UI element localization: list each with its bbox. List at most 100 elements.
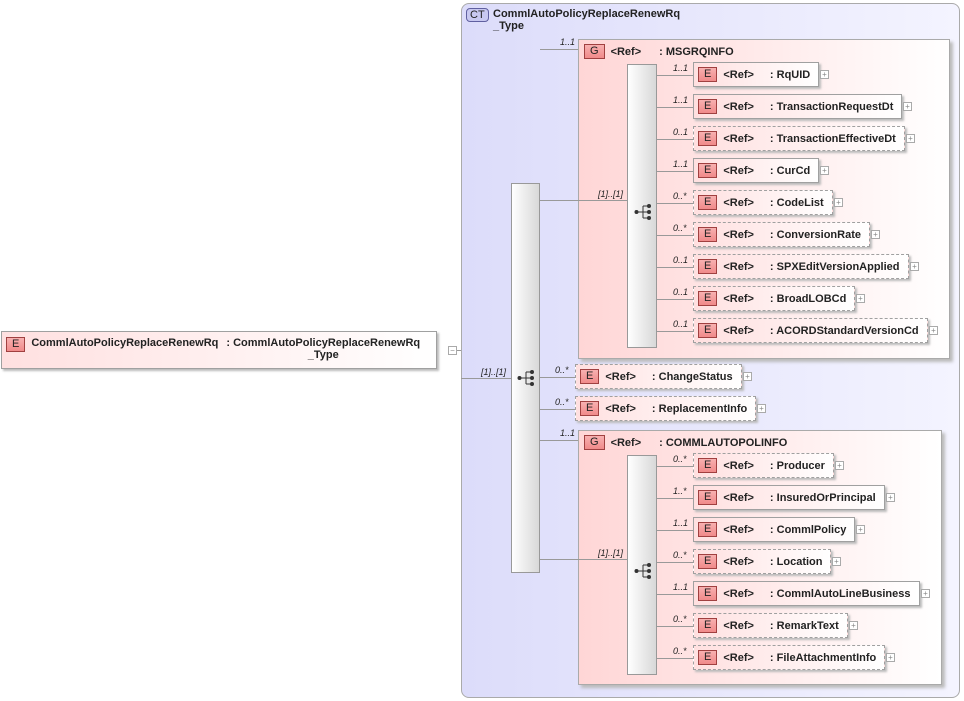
element-badge: E bbox=[698, 259, 718, 274]
expand-toggle[interactable]: + bbox=[871, 230, 880, 239]
ref-label: <Ref> bbox=[723, 555, 754, 568]
expand-toggle[interactable]: + bbox=[886, 493, 895, 502]
expand-toggle[interactable]: + bbox=[929, 326, 938, 335]
element-badge: E bbox=[698, 99, 718, 114]
cardinality: 1..1 bbox=[673, 582, 689, 592]
element-ref[interactable]: E <Ref> : Producer bbox=[693, 453, 834, 478]
cardinality: 0..* bbox=[673, 550, 687, 560]
group-name: : MSGRQINFO bbox=[659, 45, 734, 58]
element-name: : FileAttachmentInfo bbox=[769, 651, 877, 664]
expand-toggle[interactable]: + bbox=[856, 525, 865, 534]
element-name: : ACORDStandardVersionCd bbox=[769, 324, 919, 337]
cardinality: 1..1 bbox=[673, 95, 689, 105]
element-ref[interactable]: E <Ref>: TransactionRequestDt bbox=[693, 94, 903, 119]
root-element-type-cont: _Type bbox=[307, 349, 339, 361]
complex-type-badge: CT bbox=[466, 8, 489, 22]
element-badge: E bbox=[698, 618, 718, 633]
element-ref[interactable]: E <Ref>: ReplacementInfo bbox=[575, 396, 757, 421]
element-badge: E bbox=[698, 131, 718, 146]
ref-label: <Ref> bbox=[723, 196, 754, 209]
element-ref[interactable]: E <Ref>: RqUID bbox=[693, 62, 820, 87]
expand-toggle[interactable]: + bbox=[832, 557, 841, 566]
element-name: : Location bbox=[769, 555, 823, 568]
element-badge: E bbox=[698, 227, 718, 242]
sequence-compositor[interactable] bbox=[627, 455, 657, 675]
element-ref[interactable]: E <Ref> : Location bbox=[693, 549, 832, 574]
ref-label: <Ref> bbox=[605, 402, 636, 415]
element-badge: E bbox=[698, 67, 718, 82]
element-badge: E bbox=[6, 337, 26, 352]
group-cardinality: 1..1 bbox=[560, 37, 576, 47]
expand-toggle[interactable]: + bbox=[906, 134, 915, 143]
element-badge: E bbox=[698, 554, 718, 569]
expand-toggle[interactable]: + bbox=[856, 294, 865, 303]
ref-label: <Ref> bbox=[723, 228, 754, 241]
ref-label: <Ref> bbox=[723, 587, 754, 600]
expand-toggle[interactable]: + bbox=[886, 653, 895, 662]
ref-label: <Ref> bbox=[723, 164, 754, 177]
root-element-name: CommlAutoPolicyReplaceRenewRq bbox=[31, 337, 219, 349]
root-element-type: : CommlAutoPolicyReplaceRenewRq bbox=[226, 337, 421, 349]
root-element[interactable]: E CommlAutoPolicyReplaceRenewRq : CommlA… bbox=[1, 331, 437, 369]
complex-type-name: CommlAutoPolicyReplaceRenewRq _Type bbox=[493, 8, 680, 32]
expand-toggle[interactable]: + bbox=[849, 621, 858, 630]
expand-toggle[interactable]: + bbox=[903, 102, 912, 111]
expand-toggle[interactable]: + bbox=[820, 166, 829, 175]
ref-label: <Ref> bbox=[723, 132, 754, 145]
ref-label: <Ref> bbox=[723, 651, 754, 664]
collapse-toggle[interactable]: − bbox=[448, 346, 457, 355]
element-badge: E bbox=[698, 650, 718, 665]
expand-toggle[interactable]: + bbox=[757, 404, 766, 413]
element-ref[interactable]: E <Ref> : TransactionEffectiveDt bbox=[693, 126, 905, 151]
element-ref[interactable]: E <Ref> : FileAttachmentInfo bbox=[693, 645, 886, 670]
cardinality: 0..1 bbox=[673, 287, 689, 297]
element-badge: E bbox=[698, 163, 718, 178]
element-ref[interactable]: E <Ref>: RemarkText bbox=[693, 613, 848, 638]
sequence-icon bbox=[634, 563, 651, 579]
ref-label: <Ref> bbox=[723, 324, 754, 337]
expand-toggle[interactable]: + bbox=[910, 262, 919, 271]
element-name: : ChangeStatus bbox=[651, 370, 733, 383]
expand-toggle[interactable]: + bbox=[834, 198, 843, 207]
element-ref[interactable]: E <Ref> : SPXEditVersionApplied bbox=[693, 254, 909, 279]
element-ref[interactable]: E <Ref>: CommlPolicy bbox=[693, 517, 856, 542]
element-badge: E bbox=[698, 323, 718, 338]
sequence-compositor[interactable] bbox=[627, 64, 657, 348]
element-name: : TransactionEffectiveDt bbox=[769, 132, 896, 145]
element-name: : ReplacementInfo bbox=[651, 402, 748, 415]
element-badge: E bbox=[698, 458, 718, 473]
element-badge: E bbox=[698, 195, 718, 210]
element-ref[interactable]: E <Ref> : ACORDStandardVersionCd bbox=[693, 318, 928, 343]
element-ref[interactable]: E <Ref>: ConversionRate bbox=[693, 222, 870, 247]
cardinality: 0..* bbox=[555, 365, 569, 375]
cardinality: 0..1 bbox=[673, 127, 689, 137]
element-name: : RemarkText bbox=[769, 619, 839, 632]
element-ref[interactable]: E <Ref>: InsuredOrPrincipal bbox=[693, 485, 885, 510]
element-badge: E bbox=[698, 586, 718, 601]
element-ref[interactable]: E <Ref>: BroadLOBCd bbox=[693, 286, 856, 311]
group-name: : COMMLAUTOPOLINFO bbox=[659, 436, 788, 449]
element-ref[interactable]: E <Ref>: CodeList bbox=[693, 190, 833, 215]
element-ref[interactable]: E <Ref>: CurCd bbox=[693, 158, 820, 183]
ref-label: <Ref> bbox=[723, 459, 754, 472]
element-name: : BroadLOBCd bbox=[769, 292, 847, 305]
sequence-cardinality: [1]..[1] bbox=[598, 189, 624, 199]
element-name: : SPXEditVersionApplied bbox=[769, 260, 900, 273]
expand-toggle[interactable]: + bbox=[835, 461, 844, 470]
ref-label: <Ref> bbox=[723, 260, 754, 273]
expand-toggle[interactable]: + bbox=[820, 70, 829, 79]
cardinality: 1..1 bbox=[673, 518, 689, 528]
sequence-icon bbox=[517, 370, 534, 386]
ref-label: <Ref> bbox=[723, 523, 754, 536]
cardinality: 0..* bbox=[673, 223, 687, 233]
element-name: : CommlAutoLineBusiness bbox=[769, 587, 911, 600]
cardinality: 0..1 bbox=[673, 319, 689, 329]
cardinality: 0..* bbox=[673, 454, 687, 464]
expand-toggle[interactable]: + bbox=[743, 372, 752, 381]
element-ref[interactable]: E <Ref>: ChangeStatus bbox=[575, 364, 742, 389]
cardinality: 1..1 bbox=[673, 159, 689, 169]
expand-toggle[interactable]: + bbox=[921, 589, 930, 598]
element-ref[interactable]: E <Ref> : CommlAutoLineBusiness bbox=[693, 581, 920, 606]
element-badge: E bbox=[698, 490, 718, 505]
element-name: : Producer bbox=[769, 459, 825, 472]
